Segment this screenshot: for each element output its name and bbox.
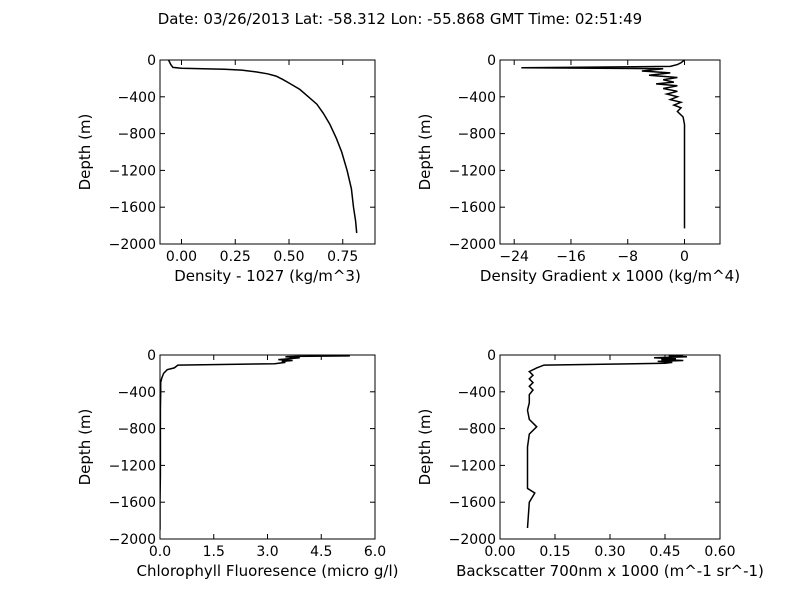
axes-frame <box>499 59 721 245</box>
axes-frame <box>159 59 376 245</box>
x-tick-label: 0 <box>680 249 689 265</box>
subplot-4: 0.00 0.15 0.30 0.45 0.60 0 −400 −800 −1200 −1600 −… <box>416 348 764 580</box>
x-tick-label: 0.30 <box>594 544 625 560</box>
subplots-container: 0.00 0.25 0.50 0.750−400−800−1200−1600−2000… <box>76 53 764 580</box>
x-tick-label: −24 <box>499 249 529 265</box>
y-tick-label: −400 <box>118 385 156 401</box>
y-tick-label: 0 <box>487 53 496 69</box>
y-axis-label: Depth (m) <box>76 409 94 486</box>
y-tick-label: −1600 <box>449 495 496 511</box>
y-tick-label: −800 <box>118 422 156 438</box>
subplot-1: 0.00 0.25 0.50 0.75 0 −400 −800 −1200 −1600 −2000… <box>76 53 376 285</box>
y-axis-label: Depth (m) <box>76 114 94 191</box>
x-tick-label: 0.0 <box>149 544 171 560</box>
x-tick-label: 0.25 <box>220 249 251 265</box>
x-tick-label: −8 <box>617 249 638 265</box>
x-tick-label: 1.5 <box>203 544 225 560</box>
x-tick-label: 3.0 <box>256 544 278 560</box>
x-tick-label: 0.50 <box>273 249 304 265</box>
series-line-2 <box>521 60 686 229</box>
y-tick-label: −1600 <box>109 495 156 511</box>
y-tick-label: −400 <box>118 90 156 106</box>
y-tick-label: −2000 <box>109 237 156 253</box>
y-tick-label: −1200 <box>109 163 156 179</box>
y-tick-label: −800 <box>118 127 156 143</box>
y-tick-label: −1200 <box>109 458 156 474</box>
y-tick-label: −2000 <box>449 237 496 253</box>
series-line-4 <box>526 355 688 529</box>
y-tick-label: 0 <box>147 348 156 364</box>
y-tick-label: −800 <box>458 127 496 143</box>
y-tick-label: −1600 <box>109 200 156 216</box>
y-tick-label: −2000 <box>449 532 496 548</box>
x-tick-label: 0.00 <box>484 544 515 560</box>
series-line-3 <box>160 355 350 530</box>
x-tick-label: −16 <box>556 249 586 265</box>
y-tick-label: −800 <box>458 422 496 438</box>
figure-title: Date: 03/26/2013 Lat: -58.312 Lon: -55.8… <box>158 10 642 28</box>
x-tick-label: 6.0 <box>364 544 386 560</box>
y-axis-label: Depth (m) <box>416 409 434 486</box>
x-tick-label: 0.00 <box>166 249 197 265</box>
y-tick-label: −400 <box>458 385 496 401</box>
y-tick-label: 0 <box>147 53 156 69</box>
subplot-2: −24 −16 −8 00−400−800−1200−1600−2000Density… <box>416 53 740 285</box>
x-tick-label: 0.60 <box>704 544 735 560</box>
y-tick-label: −1600 <box>449 200 496 216</box>
subplot-3: 0.0 1.5 3.0 4.5 6.0 0 −400 −800 −1200 −1600 −2000 C… <box>76 348 398 580</box>
y-tick-label: −2000 <box>109 532 156 548</box>
x-axis-label: Chlorophyll Fluoresence (micro g/l) <box>137 562 399 580</box>
y-tick-label: 0 <box>487 348 496 364</box>
series-line-1 <box>167 60 358 234</box>
x-tick-label: 0.75 <box>327 249 358 265</box>
y-axis-label: Depth (m) <box>416 114 434 191</box>
y-tick-label: −1200 <box>449 458 496 474</box>
x-tick-label: 0.45 <box>649 544 680 560</box>
y-tick-label: −1200 <box>449 163 496 179</box>
y-tick-label: −400 <box>458 90 496 106</box>
x-axis-label: Backscatter 700nm x 1000 (m^-1 sr^-1) <box>456 562 764 580</box>
x-tick-label: 0.15 <box>539 544 570 560</box>
x-axis-label: Density - 1027 (kg/m^3) <box>174 267 361 285</box>
axes-frame <box>159 354 376 540</box>
x-axis-label: Density Gradient x 1000 (kg/m^4) <box>480 267 740 285</box>
x-tick-label: 4.5 <box>310 544 332 560</box>
